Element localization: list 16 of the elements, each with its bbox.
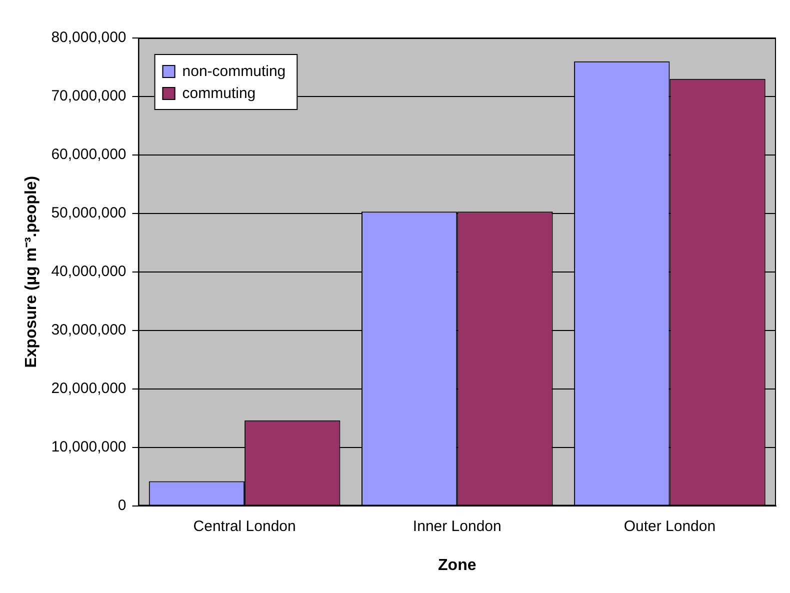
x-tick-label: Central London: [193, 518, 296, 535]
x-tick-label: Outer London: [624, 518, 716, 535]
legend-label: non-commuting: [182, 63, 286, 80]
y-tick-label: 50,000,000: [51, 204, 126, 222]
y-tick-label: 60,000,000: [51, 146, 126, 164]
y-tick-label: 20,000,000: [51, 380, 126, 397]
legend-label: commuting: [182, 85, 256, 102]
y-tick-label: 0: [118, 496, 126, 514]
y-tick-label: 10,000,000: [51, 438, 126, 456]
y-tick-label: 70,000,000: [51, 88, 126, 105]
x-tick-label: Inner London: [412, 518, 502, 535]
y-tick-label: 40,000,000: [51, 263, 126, 280]
y-tick-label: 30,000,000: [51, 322, 126, 339]
y-tick-label: 80,000,000: [51, 29, 126, 46]
x-axis-title: Zone: [438, 556, 476, 574]
y-axis-title: Exposure (µg m⁻³.people): [23, 176, 40, 368]
